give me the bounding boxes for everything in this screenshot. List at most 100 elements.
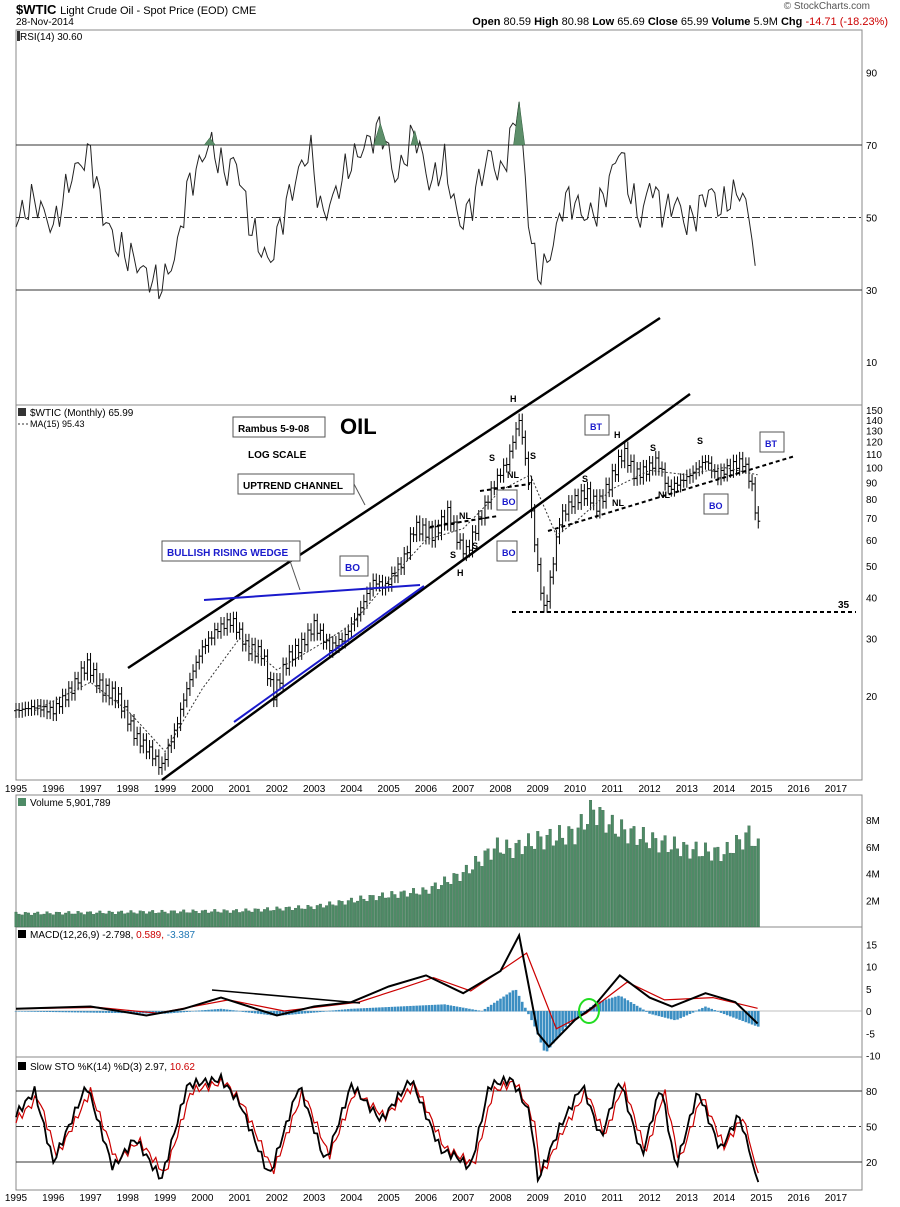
- volume-bar: [98, 910, 102, 928]
- pattern-label: NL: [459, 511, 471, 521]
- bo-callout-2008b: BO: [502, 548, 516, 558]
- volume-bar: [669, 849, 673, 928]
- macd-histogram-bar: [657, 1011, 661, 1017]
- macd-histogram-bar: [409, 1005, 412, 1012]
- macd-histogram-bar: [527, 1011, 530, 1015]
- wedge-lower-line: [233, 585, 425, 723]
- x-tick-label: 2011: [602, 784, 624, 795]
- macd-histogram-bar: [558, 1011, 561, 1036]
- macd-histogram-bar: [340, 1009, 344, 1012]
- volume-bar: [412, 888, 415, 928]
- macd-histogram-bar: [48, 1011, 52, 1013]
- macd-histogram-bar: [337, 1009, 341, 1012]
- macd-histogram-bar: [319, 1011, 322, 1013]
- macd-histogram-bar: [583, 1011, 586, 1013]
- x-tick-label: 2017: [825, 784, 848, 795]
- rsi-tick-label: 30: [866, 286, 878, 297]
- macd-histogram-bar: [542, 1011, 546, 1051]
- macd-histogram-bar: [555, 1011, 558, 1040]
- rsi-overbought-fill: [373, 122, 388, 146]
- volume-bar: [20, 914, 24, 928]
- wedge-upper-line: [203, 584, 421, 601]
- volume-bar: [188, 912, 192, 928]
- macd-histogram-bar: [107, 1011, 111, 1013]
- uptrend-channel-pointer: [353, 483, 366, 506]
- volume-bar: [381, 892, 384, 928]
- x-tick-label-bottom: 2010: [564, 1193, 587, 1204]
- volume-bar: [272, 910, 276, 928]
- macd-histogram-bar: [452, 1005, 456, 1012]
- volume-bar: [166, 913, 170, 928]
- macd-histogram-bar: [738, 1011, 741, 1020]
- sto-title: Slow STO %K(14) %D(3) 2.97, 10.62: [30, 1062, 195, 1073]
- volume-bar: [306, 905, 310, 928]
- volume-bar: [377, 896, 381, 928]
- pattern-label: S: [450, 550, 456, 560]
- macd-histogram-bar: [92, 1011, 95, 1013]
- macd-histogram-bar: [294, 1011, 297, 1015]
- volume-bar: [704, 842, 707, 928]
- x-tick-label-bottom: 1995: [5, 1193, 28, 1204]
- volume-bar: [269, 910, 273, 928]
- macd-tick-label: 10: [866, 963, 878, 974]
- volume-bar: [359, 895, 363, 928]
- macd-histogram-bar: [64, 1011, 67, 1013]
- pattern-label: S: [650, 443, 656, 453]
- volume-bar: [480, 866, 484, 928]
- macd-histogram-bar: [710, 1008, 713, 1012]
- macd-histogram-bar: [573, 1011, 577, 1020]
- volume-bar: [688, 858, 692, 928]
- macd-histogram-bar: [291, 1011, 294, 1015]
- bo-callout-2014-box: [703, 493, 729, 515]
- macd-histogram-bar: [216, 1009, 220, 1012]
- macd-histogram-bar: [210, 1009, 213, 1012]
- volume-bar: [132, 912, 136, 928]
- volume-bar: [691, 849, 695, 928]
- volume-bar: [635, 844, 639, 928]
- macd-histogram-bar: [741, 1011, 745, 1022]
- macd-histogram-bar: [551, 1011, 555, 1044]
- volume-bar: [564, 844, 568, 928]
- macd-histogram-bar: [188, 1011, 192, 1012]
- x-tick-label-bottom: 1996: [42, 1193, 65, 1204]
- volume-bar: [340, 901, 344, 928]
- volume-bar: [461, 872, 465, 928]
- volume-bar: [387, 897, 391, 928]
- volume-bar: [300, 908, 304, 928]
- volume-bar: [26, 912, 30, 928]
- sto-tick-label: 80: [866, 1087, 878, 1098]
- macd-histogram-bar: [632, 1003, 636, 1012]
- macd-histogram-bar: [101, 1011, 105, 1013]
- volume-bars: [14, 800, 760, 928]
- volume-bar: [716, 846, 720, 928]
- macd-histogram-bar: [489, 1004, 493, 1012]
- macd-histogram-bar: [347, 1009, 350, 1012]
- macd-histogram-bar: [365, 1008, 369, 1012]
- volume-bar: [427, 893, 431, 928]
- macd-histogram-bar: [660, 1011, 664, 1017]
- volume-bar: [30, 914, 33, 928]
- macd-histogram-bar: [350, 1008, 353, 1012]
- pattern-label: H: [614, 430, 621, 440]
- x-tick-label: 2007: [452, 784, 475, 795]
- volume-bar: [523, 846, 527, 928]
- volume-bar: [533, 848, 537, 928]
- price-tick-label: 140: [866, 416, 883, 427]
- copyright[interactable]: © StockCharts.com: [783, 1, 870, 12]
- volume-bar: [440, 885, 443, 928]
- x-tick-label-bottom: 2012: [638, 1193, 661, 1204]
- volume-bar: [368, 895, 372, 928]
- macd-histogram-bar: [176, 1011, 179, 1013]
- macd-histogram-bar: [570, 1011, 574, 1022]
- volume-label: Volume: [711, 16, 751, 28]
- x-tick-label-bottom: 1999: [154, 1193, 177, 1204]
- macd-histogram-bar: [95, 1011, 99, 1013]
- volume-bar: [42, 913, 46, 928]
- macd-histogram-bar: [378, 1007, 381, 1012]
- volume-bar: [598, 807, 602, 928]
- rsi-overbought-fill: [513, 101, 526, 146]
- volume-bar: [526, 833, 530, 928]
- volume-bar: [61, 914, 65, 928]
- macd-histogram-bar: [396, 1006, 400, 1012]
- macd-histogram-bar: [185, 1011, 189, 1012]
